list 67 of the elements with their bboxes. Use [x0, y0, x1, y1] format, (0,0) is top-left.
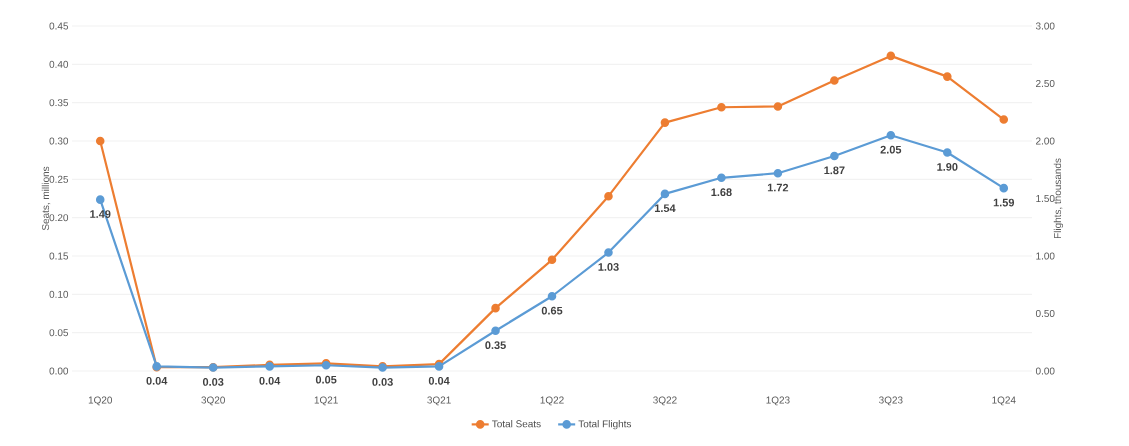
legend-label: Total Seats	[492, 420, 541, 428]
x-tick-label: 1Q23	[766, 396, 790, 406]
data-label: 1.03	[598, 263, 619, 271]
data-label: 1.90	[937, 163, 958, 171]
point	[999, 115, 1009, 124]
data-label: 0.65	[541, 306, 563, 315]
data-label: 1.68	[711, 188, 732, 197]
data-label: 0.04	[428, 376, 450, 385]
y-tick-label: 0.35	[49, 99, 69, 107]
y2-tick-label: 1.00	[1036, 252, 1055, 260]
point	[604, 248, 613, 257]
point	[717, 102, 726, 112]
point	[491, 303, 500, 313]
point	[491, 326, 500, 336]
legend-label: Total Flights	[578, 420, 632, 430]
y2-tick-label: 0.50	[1035, 309, 1055, 318]
y-tick-label: 0.25	[49, 175, 69, 183]
point	[773, 102, 783, 111]
data-label: 1.59	[993, 198, 1015, 207]
y2-tick-label: 0.00	[1035, 367, 1055, 375]
point	[830, 76, 839, 85]
y-tick-label: 0.05	[49, 329, 69, 337]
point	[604, 191, 613, 201]
point	[943, 72, 952, 81]
data-label: 0.35	[485, 341, 506, 350]
y-tick-label: 0.20	[49, 214, 69, 222]
y-tick-label: 0.15	[49, 252, 69, 260]
y-tick-label: 0.00	[49, 367, 69, 375]
data-label: 2.05	[880, 145, 902, 154]
data-label: 1.54	[654, 204, 676, 213]
point	[95, 136, 105, 146]
y-tick-label: 0.10	[49, 290, 69, 298]
point	[943, 148, 952, 157]
point	[830, 151, 839, 161]
y-tick-label: 0.30	[49, 137, 69, 145]
y2-tick-label: 3.00	[1035, 22, 1055, 30]
point	[886, 130, 896, 140]
data-label: 0.04	[259, 376, 281, 385]
data-label: 0.03	[372, 378, 393, 386]
data-label: 1.72	[767, 183, 789, 192]
point	[547, 255, 557, 265]
x-tick-label: 1Q21	[314, 396, 338, 406]
point	[999, 183, 1009, 193]
point	[547, 291, 557, 301]
point	[660, 189, 670, 199]
x-tick-label: 1Q22	[540, 396, 564, 406]
x-tick-label: 3Q21	[427, 396, 451, 406]
y-tick-label: 0.40	[49, 60, 69, 68]
y2-tick-label: 1.50	[1036, 194, 1055, 203]
x-tick-label: 3Q20	[201, 396, 225, 406]
point	[660, 118, 670, 127]
point	[773, 168, 783, 178]
x-tick-label: 1Q24	[992, 396, 1016, 406]
y2-tick-label: 2.50	[1036, 79, 1055, 88]
point	[95, 195, 105, 204]
data-label: 0.05	[315, 375, 337, 384]
point	[886, 51, 896, 61]
data-label: 0.04	[146, 376, 168, 385]
x-tick-label: 3Q23	[879, 396, 903, 406]
y-tick-label: 0.45	[49, 22, 69, 30]
point	[717, 173, 726, 183]
y2-tick-label: 2.00	[1036, 137, 1055, 145]
x-tick-label: 1Q20	[88, 396, 113, 406]
x-tick-label: 3Q22	[653, 396, 677, 406]
data-label: 0.03	[202, 378, 224, 386]
data-label: 1.87	[824, 166, 845, 175]
y2-axis-title: Flights, thousands	[1053, 158, 1064, 239]
